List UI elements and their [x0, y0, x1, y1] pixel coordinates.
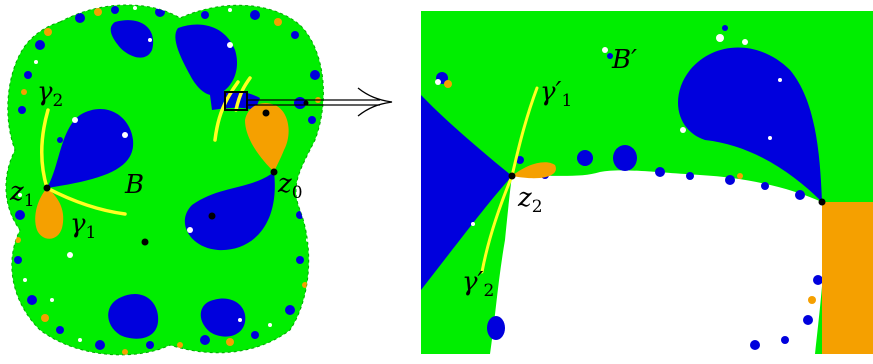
blue-lobe-lower-right — [184, 172, 275, 251]
label-gamma1-prime: γ′1 — [540, 77, 572, 111]
label-z0: z0 — [277, 169, 303, 203]
blue-teardrop-top — [678, 47, 822, 202]
blue-lobe-left — [47, 109, 134, 188]
blue-lobe-holes — [72, 38, 242, 322]
curve-near-box-1 — [213, 80, 240, 142]
orange-lobe-z1 — [35, 188, 64, 239]
point-z0 — [270, 168, 278, 176]
curve-gamma1-prime — [510, 86, 539, 178]
left-julia-set: B z0 z1 γ1 γ2 — [5, 4, 324, 356]
blue-lobe-bottom — [108, 293, 159, 339]
curve-gamma2-prime — [480, 174, 514, 274]
blue-components-left — [47, 20, 306, 339]
label-gamma2: γ2 — [37, 77, 63, 111]
orange-lobe-z2 — [512, 162, 556, 179]
orange-strip-right — [822, 202, 873, 354]
point-orange-center — [262, 109, 270, 117]
point-near-box — [303, 100, 309, 106]
curves-left — [40, 76, 252, 216]
blue-lobe-bottom-right — [200, 298, 246, 337]
curve-near-box-2 — [234, 76, 252, 112]
zoom-box — [224, 91, 248, 111]
point-z1 — [43, 184, 51, 192]
points-right — [508, 172, 826, 206]
white-hole-region — [490, 170, 825, 354]
point-center — [141, 238, 149, 246]
label-gamma2-prime: γ′2 — [462, 267, 494, 301]
blue-wedge-left — [421, 95, 512, 290]
curves-right — [480, 86, 539, 274]
right-zoom-panel: B′ z2 γ′1 γ′2 — [421, 11, 873, 354]
zoom-arrow — [247, 87, 393, 117]
point-z2 — [508, 172, 516, 180]
blue-components-right — [421, 25, 823, 350]
blue-lobe-top-mid — [110, 20, 154, 58]
label-z1: z1 — [9, 177, 35, 211]
label-gamma1: γ1 — [70, 209, 96, 243]
white-specks-right — [435, 34, 782, 226]
curve-gamma1 — [45, 186, 127, 216]
blue-lobe-top-right — [175, 24, 238, 96]
points-left — [43, 100, 309, 246]
point-right-junction — [818, 198, 826, 206]
label-B: B — [124, 170, 144, 200]
label-z2: z2 — [517, 183, 543, 217]
label-B-prime: B′ — [611, 45, 637, 75]
orange-components-left — [35, 103, 289, 239]
orange-components-right — [444, 80, 873, 354]
point-blue-center — [208, 212, 216, 220]
orange-lobe-z0 — [245, 103, 289, 172]
curve-gamma2 — [40, 108, 50, 190]
fringe-dots-left — [14, 6, 322, 355]
